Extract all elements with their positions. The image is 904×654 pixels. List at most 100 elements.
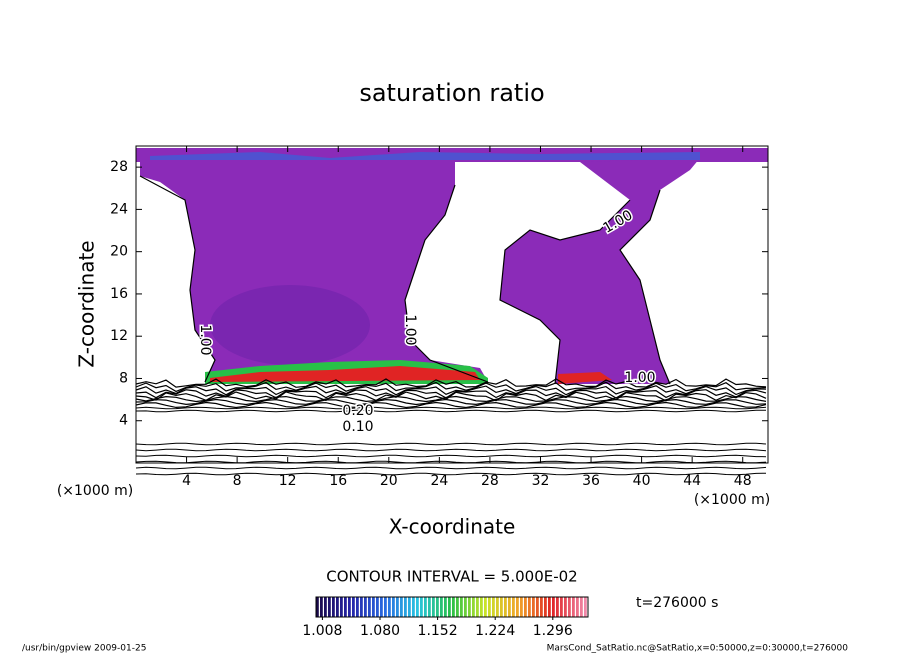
colorbar-segment [548,597,551,617]
x-tick-label: 28 [481,473,499,489]
colorbar-tick-label: 1.008 [302,623,342,639]
colorbar-segment [420,597,423,617]
colorbar-segment [532,597,535,617]
contour-line [135,472,767,476]
contour-line [135,395,767,403]
colorbar-segment [512,597,515,617]
colorbar-segment [468,597,471,617]
colorbar-segment [556,597,559,617]
y-tick-label: 4 [119,413,128,429]
colorbar-segment [576,597,579,617]
colorbar-segment [324,597,327,617]
shaded-region [210,285,370,365]
contour-label: 0.20 [342,403,373,419]
chart-title: saturation ratio [359,79,544,107]
shaded-region [558,372,612,384]
colorbar-segment [432,597,435,617]
x-tick-label: 8 [233,473,242,489]
x-axis-label: X-coordinate [389,515,516,539]
colorbar-segment [352,597,355,617]
colorbar-segment [508,597,511,617]
colorbar-segment [416,597,419,617]
contour-label: 1.00 [624,370,655,386]
contour-line [135,381,767,393]
colorbar-segment [444,597,447,617]
contour-line [135,442,767,446]
shaded-region [500,158,700,384]
contour-line [135,391,767,402]
x-tick-label: 20 [380,473,398,489]
contour-line [135,406,767,410]
colorbar-segment [360,597,363,617]
contour-label: 0.10 [342,419,373,435]
x-tick-label: 44 [683,473,701,489]
contour-line [135,448,767,452]
contour-line [499,199,631,385]
footer-left: /usr/bin/gpview 2009-01-25 [22,644,146,654]
colorbar-segment [524,597,527,617]
colorbar-frame [315,596,589,618]
colorbar-segment [344,597,347,617]
colorbar-tick-label: 1.296 [533,623,573,639]
colorbar-segment [520,597,523,617]
contour-label: 1.00 [197,324,213,355]
colorbar-segment [320,597,323,617]
colorbar-segment [460,597,463,617]
x-tick-label: 24 [430,473,448,489]
colorbar-segment [448,597,451,617]
colorbar-segment [428,597,431,617]
colorbar-segment [380,597,383,617]
colorbar-segment [504,597,507,617]
colorbar-segment [348,597,351,617]
colorbar-segment [560,597,563,617]
colorbar-segment [500,597,503,617]
colorbar-segment [404,597,407,617]
colorbar-segment [392,597,395,617]
shaded-region [150,152,700,160]
y-tick-label: 8 [119,370,128,386]
colorbar-segment [364,597,367,617]
contour-label: 1.00 [402,314,418,345]
colorbar-segment [580,597,583,617]
colorbar-segment [564,597,567,617]
colorbar-segment [356,597,359,617]
colorbar-segment [384,597,387,617]
y-tick-label: 20 [110,244,128,260]
colorbar-segment [328,597,331,617]
colorbar-segment [540,597,543,617]
x-tick-label: 4 [182,473,191,489]
x-tick-label: 36 [582,473,600,489]
y-tick-label: 28 [110,159,128,175]
colorbar-segment [492,597,495,617]
contour-line [135,409,766,413]
contour-line [135,378,767,388]
colorbar-segment [340,597,343,617]
colorbar-segment [424,597,427,617]
y-axis-label: Z-coordinate [75,240,99,367]
colorbar-segment [488,597,491,617]
colorbar-tick-label: 1.152 [418,623,458,639]
colorbar-segment [572,597,575,617]
colorbar-segment [368,597,371,617]
colorbar-segment [552,597,555,617]
colorbar-segment [568,597,571,617]
colorbar-segment [376,597,379,617]
colorbar-segment [372,597,375,617]
footer-right: MarsCond_SatRatio.nc@SatRatio,x=0:50000,… [547,644,849,654]
contour-interval: CONTOUR INTERVAL = 5.000E-02 [326,568,577,586]
time-label: t=276000 s [636,595,718,611]
plot-frame [135,145,769,464]
contour-lines [135,175,767,476]
colorbar-segment [584,597,587,617]
colorbar-segment [484,597,487,617]
x-tick-label: 32 [532,473,550,489]
colorbar-segment [452,597,455,617]
x-unit: (×1000 m) [694,492,770,508]
colorbar-segment [476,597,479,617]
colorbar-segment [480,597,483,617]
colorbar-segment [412,597,415,617]
contour-line [135,385,767,396]
x-tick-label: 48 [734,473,752,489]
colorbar-segment [400,597,403,617]
